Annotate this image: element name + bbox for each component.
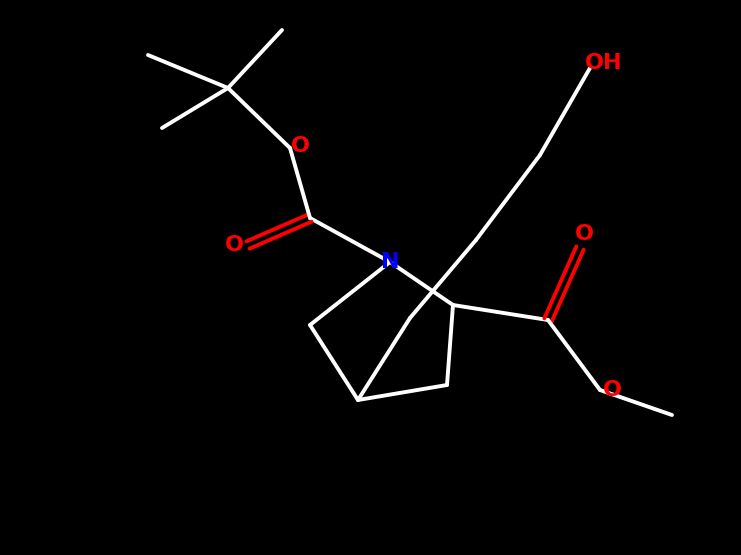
Text: OH: OH	[585, 53, 622, 73]
Text: O: O	[225, 235, 244, 255]
Text: O: O	[290, 136, 310, 156]
Text: N: N	[381, 252, 399, 272]
Text: O: O	[602, 380, 622, 400]
Text: O: O	[574, 224, 594, 244]
